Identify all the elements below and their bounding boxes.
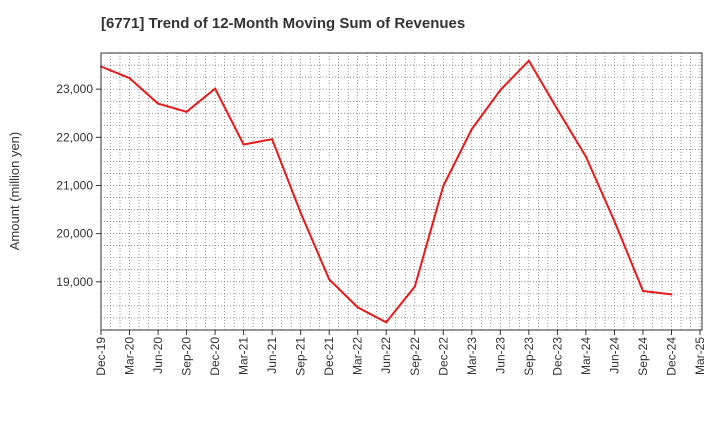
x-tick-label: Jun-21 [265,337,279,374]
x-tick-label: Mar-21 [237,337,251,375]
x-tick-label: Mar-24 [579,337,593,375]
y-tick-label: 22,000 [56,130,93,144]
data-point [271,138,274,141]
x-tick-label: Dec-22 [436,337,450,376]
chart-title: [6771] Trend of 12-Month Moving Sum of R… [101,15,466,32]
x-tick-label: Dec-19 [94,337,108,376]
data-point [242,143,245,146]
data-point [442,184,445,187]
x-tick-label: Sep-20 [180,337,194,376]
data-point [214,87,217,90]
y-axis-title: Amount (million yen) [7,132,22,251]
data-point [157,102,160,105]
data-point [641,289,644,292]
y-tick-label: 20,000 [56,227,93,241]
x-tick-label: Sep-22 [408,337,422,376]
horizontal-gridlines [101,64,702,319]
x-axis-ticks: Dec-19 Mar-20 Jun-20 Sep-20 Dec-20 Mar-21 Jun-… [94,330,707,376]
x-tick-label: Dec-20 [208,337,222,376]
x-tick-label: Jun-24 [607,337,621,374]
data-point [328,278,331,281]
x-tick-label: Jun-20 [151,337,165,374]
y-axis-ticks: 19,000 20,000 21,000 22,000 23,000 [56,82,101,289]
x-tick-label: Mar-22 [351,337,365,375]
data-point [299,211,302,214]
x-tick-label: Jun-22 [379,337,393,374]
data-point [470,128,473,131]
x-tick-label: Dec-24 [664,337,678,376]
vertical-gridlines [110,53,701,330]
data-point [556,108,559,111]
data-point [413,285,416,288]
data-point [385,321,388,324]
data-point [128,77,131,80]
data-point [670,293,673,296]
y-tick-label: 19,000 [56,275,93,289]
x-tick-label: Dec-21 [322,337,336,376]
data-point [356,306,359,309]
plot-area [101,53,702,330]
x-tick-label: Sep-24 [636,337,650,376]
x-tick-label: Mar-23 [465,337,479,375]
x-tick-label: Sep-23 [522,337,536,376]
data-point [527,59,530,62]
data-point [613,220,616,223]
x-tick-label: Mar-20 [123,337,137,375]
x-tick-label: Sep-21 [294,337,308,376]
series-layer [100,59,673,324]
data-point [185,110,188,113]
data-point [499,89,502,92]
y-tick-label: 23,000 [56,82,93,96]
x-tick-label: Jun-23 [493,337,507,374]
x-tick-label: Dec-23 [550,337,564,376]
data-point [584,155,587,158]
y-tick-label: 21,000 [56,178,93,192]
x-tick-label: Mar-25 [693,337,707,375]
plot-frame [100,52,703,331]
